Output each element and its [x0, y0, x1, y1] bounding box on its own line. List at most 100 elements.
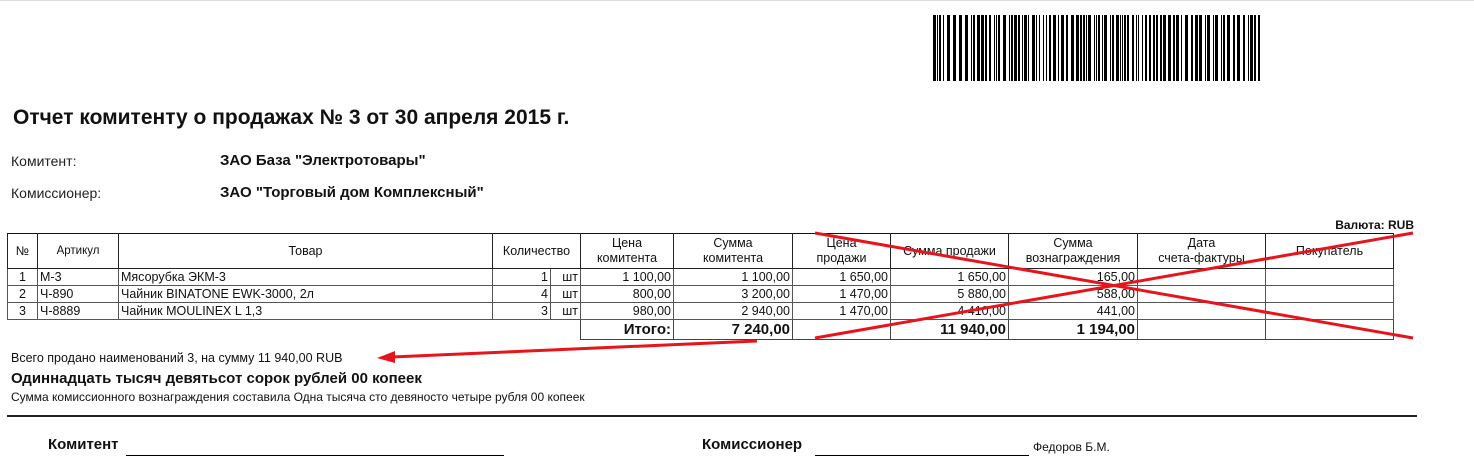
row-article: Ч-890 [37, 285, 119, 303]
col-quantity: Количество [492, 233, 581, 269]
col-buyer: Покупатель [1265, 233, 1394, 269]
barcode-bar [1223, 15, 1225, 81]
barcode-bar [1176, 15, 1179, 81]
barcode-bar [1122, 15, 1123, 81]
barcode-bar [1043, 15, 1044, 81]
barcode-bar [985, 15, 987, 81]
barcode-bar [1215, 15, 1218, 81]
barcode-bar [1053, 15, 1056, 81]
barcode-bar [1243, 15, 1245, 81]
barcode-bar [994, 15, 995, 81]
divider [7, 415, 1417, 417]
barcode-bar [1098, 15, 1100, 81]
barcode-bar [943, 15, 944, 81]
barcode-bar [1132, 15, 1134, 81]
row-unit: шт [550, 302, 581, 320]
barcode-bar [1028, 15, 1029, 81]
col-price-komitent: Цена комитента [580, 233, 674, 269]
komissioner-signature-line [815, 455, 1029, 456]
komissioner-name: Федоров Б.М. [1033, 440, 1110, 454]
barcode-bar [1160, 15, 1162, 81]
col-price-sale: Цена продажи [792, 233, 891, 269]
komitent-value: ЗАО База "Электротовары" [220, 152, 426, 169]
row-item: Мясорубка ЭКМ-3 [118, 268, 493, 286]
barcode-bar [1163, 15, 1166, 81]
row-item: Чайник MOULINEX L 1,3 [118, 302, 493, 320]
barcode-bar [1110, 15, 1111, 81]
komitent-label: Комитент: [11, 153, 77, 169]
barcode-bar [971, 15, 972, 81]
barcode-bar [1022, 15, 1023, 81]
currency-label: Валюта: RUB [1335, 218, 1414, 232]
col-sum-komitent: Сумма комитента [673, 233, 793, 269]
cross-line-2 [814, 231, 1414, 340]
summary-amount-words: Одиннадцать тысяч девятьсот сорок рублей… [11, 370, 422, 387]
barcode-bar [1003, 15, 1006, 81]
barcode-bar [996, 15, 997, 81]
barcode-bar [1153, 15, 1155, 81]
barcode-bar [1046, 15, 1047, 81]
barcode-bar [937, 15, 938, 81]
barcode-bar [1014, 15, 1017, 81]
barcode-bar [953, 15, 956, 81]
row-price-sale: 1 470,00 [792, 285, 891, 303]
row-sum-komitent: 1 100,00 [673, 268, 793, 286]
barcode-bar [1009, 15, 1010, 81]
barcode-bar [1205, 15, 1206, 81]
barcode-bar [977, 15, 980, 81]
barcode-bar [939, 15, 941, 81]
komissioner-label: Комиссионер: [11, 185, 102, 201]
barcode-bar [1049, 15, 1051, 81]
barcode-bar [1080, 15, 1082, 81]
barcode-bar [1071, 15, 1074, 81]
total-sum-sale: 11 940,00 [890, 319, 1009, 340]
komitent-signature-label: Комитент [48, 436, 119, 453]
barcode-bar [1076, 15, 1079, 81]
barcode-bar [947, 15, 950, 81]
barcode-bar [1127, 15, 1129, 81]
barcode-bar [1207, 15, 1210, 81]
arrow-head-icon [377, 351, 395, 363]
komissioner-signature-label: Комиссионер [702, 436, 803, 453]
barcode-bar [1227, 15, 1230, 81]
barcode-bar [1096, 15, 1097, 81]
barcode-bar [1145, 15, 1147, 81]
row-sum-sale: 4 410,00 [890, 302, 1009, 320]
barcode-bar [1142, 15, 1143, 81]
report-title: Отчет комитенту о продажах № 3 от 30 апр… [13, 106, 570, 129]
barcode [933, 15, 1263, 81]
barcode-bar [1036, 15, 1037, 81]
barcode-bar [973, 15, 975, 81]
barcode-bar [1233, 15, 1235, 81]
barcode-bar [998, 15, 1000, 81]
barcode-bar [1149, 15, 1151, 81]
barcode-bar [1248, 15, 1249, 81]
barcode-bar [1181, 15, 1182, 81]
barcode-bar [1136, 15, 1137, 81]
total-row: Итого: 7 240,00 11 940,00 1 194,00 [8, 319, 1394, 340]
barcode-bar [1112, 15, 1114, 81]
top-border [0, 0, 1474, 1]
barcode-bar [1024, 15, 1027, 81]
barcode-bar [1058, 15, 1059, 81]
barcode-bar [989, 15, 991, 81]
barcode-bar [965, 15, 968, 81]
row-item: Чайник BINATONE EWK-3000, 2л [118, 285, 493, 303]
barcode-bar [1168, 15, 1171, 81]
barcode-bar [1018, 15, 1020, 81]
summary-total-line: Всего продано наименований 3, на сумму 1… [11, 351, 343, 365]
col-reward: Сумма вознаграждения [1008, 233, 1138, 269]
barcode-bar [1195, 15, 1198, 81]
total-reward: 1 194,00 [1008, 319, 1138, 340]
barcode-bar [1221, 15, 1222, 81]
barcode-bar [1250, 15, 1253, 81]
barcode-bar [1120, 15, 1121, 81]
barcode-bar [1066, 15, 1068, 81]
barcode-bar [1138, 15, 1139, 81]
barcode-bar [1032, 15, 1035, 81]
komissioner-value: ЗАО "Торговый дом Комплексный" [220, 184, 484, 201]
barcode-bar [1083, 15, 1085, 81]
barcode-bar [1124, 15, 1126, 81]
